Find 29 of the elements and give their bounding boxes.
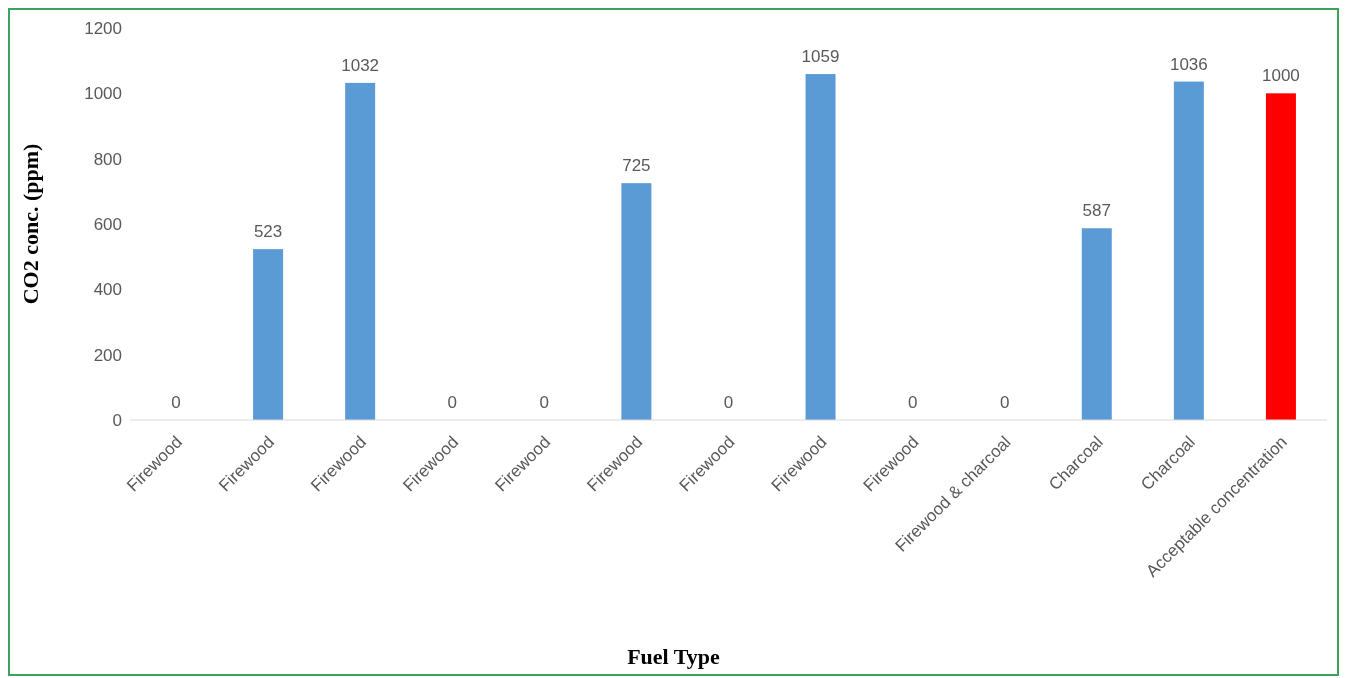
- bar: [1173, 81, 1204, 420]
- data-label: 0: [723, 393, 734, 412]
- bar: [621, 183, 652, 420]
- bar: [805, 74, 836, 420]
- data-label: 0: [999, 393, 1010, 412]
- bar: [1265, 93, 1296, 420]
- data-label: 523: [253, 222, 283, 242]
- y-tick-label: 200: [93, 345, 122, 365]
- data-label: 0: [447, 393, 457, 412]
- y-tick-label: 0: [112, 411, 122, 431]
- y-axis-title: CO2 conc. (ppm): [17, 143, 43, 305]
- x-axis-title: Fuel Type: [626, 644, 721, 670]
- data-label: 725: [622, 156, 651, 176]
- data-label: 0: [907, 393, 918, 412]
- data-label: 1000: [1262, 66, 1300, 86]
- y-tick-label: 1000: [84, 84, 122, 104]
- data-label: 1032: [341, 55, 380, 75]
- y-tick-label: 1200: [84, 19, 122, 39]
- data-label: 1036: [1169, 54, 1208, 74]
- bar: [345, 82, 376, 420]
- y-tick-label: 400: [93, 280, 122, 300]
- data-label: 0: [171, 393, 181, 412]
- data-label: 587: [1082, 201, 1111, 221]
- bar: [253, 249, 284, 420]
- bar: [1081, 228, 1112, 420]
- data-label: 1059: [801, 47, 840, 67]
- data-label: 0: [539, 393, 550, 412]
- y-tick-label: 600: [93, 215, 122, 235]
- y-tick-label: 800: [93, 149, 122, 169]
